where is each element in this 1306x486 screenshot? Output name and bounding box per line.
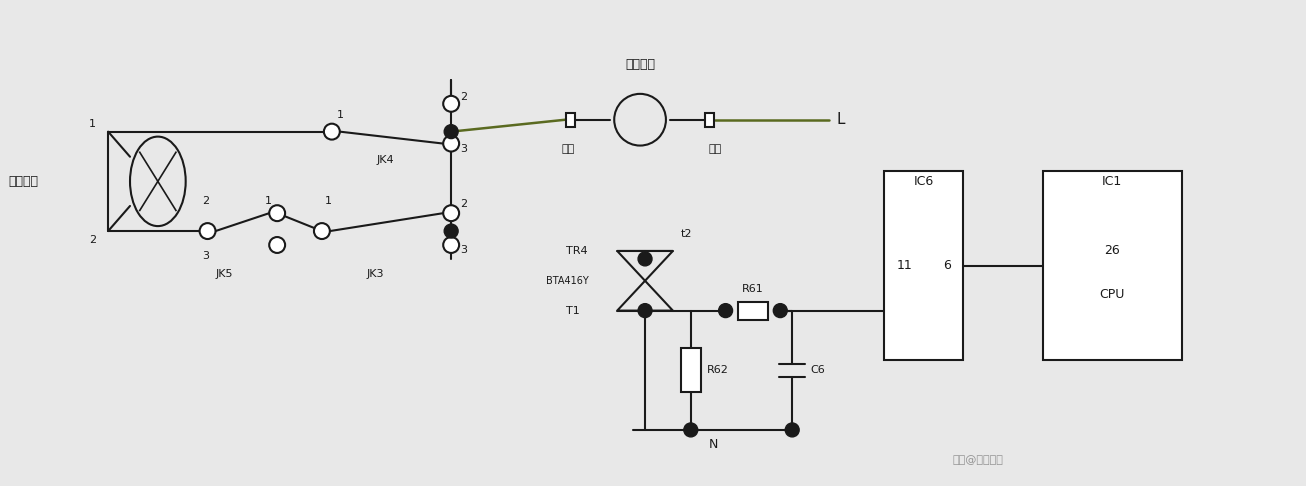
- FancyBboxPatch shape: [884, 172, 964, 360]
- Circle shape: [443, 237, 460, 253]
- Text: 电刷: 电刷: [708, 143, 721, 154]
- Text: 11: 11: [897, 260, 913, 272]
- Circle shape: [313, 223, 330, 239]
- Text: 1: 1: [337, 110, 343, 120]
- Text: 头条@维修人家: 头条@维修人家: [952, 455, 1003, 465]
- Text: 26: 26: [1105, 244, 1121, 257]
- FancyBboxPatch shape: [565, 113, 575, 127]
- FancyBboxPatch shape: [1042, 172, 1182, 360]
- Text: CPU: CPU: [1100, 288, 1124, 301]
- Text: 2: 2: [89, 235, 97, 245]
- Circle shape: [269, 205, 285, 221]
- Text: R62: R62: [707, 365, 729, 375]
- Text: BTA416Y: BTA416Y: [546, 276, 589, 286]
- Circle shape: [639, 252, 652, 266]
- Text: JK3: JK3: [367, 269, 384, 279]
- Text: 2: 2: [460, 199, 468, 209]
- Text: 2: 2: [202, 196, 210, 206]
- Text: 3: 3: [460, 245, 468, 255]
- Circle shape: [773, 304, 788, 317]
- Text: R61: R61: [742, 284, 764, 294]
- Circle shape: [718, 304, 733, 317]
- Circle shape: [269, 237, 285, 253]
- Text: N: N: [708, 438, 718, 451]
- Text: TR4: TR4: [565, 246, 588, 256]
- Text: 3: 3: [202, 251, 209, 261]
- Circle shape: [444, 224, 458, 238]
- Circle shape: [444, 125, 458, 139]
- Circle shape: [639, 304, 652, 317]
- Text: L: L: [837, 112, 845, 127]
- Circle shape: [443, 96, 460, 112]
- Circle shape: [684, 423, 697, 437]
- Circle shape: [785, 423, 799, 437]
- Text: JK4: JK4: [376, 156, 394, 165]
- Text: 电刷: 电刷: [562, 143, 575, 154]
- Text: JK5: JK5: [215, 269, 232, 279]
- Text: C6: C6: [810, 365, 825, 375]
- Text: 1: 1: [325, 196, 332, 206]
- Circle shape: [324, 123, 340, 139]
- Text: T1: T1: [565, 306, 580, 315]
- Text: 1: 1: [265, 196, 272, 206]
- Circle shape: [443, 136, 460, 152]
- FancyBboxPatch shape: [680, 348, 701, 392]
- Text: 转子绕组: 转子绕组: [626, 58, 656, 71]
- Text: 定子绕组: 定子绕组: [9, 175, 39, 188]
- Text: IC1: IC1: [1102, 175, 1122, 189]
- Text: 3: 3: [460, 143, 468, 154]
- Text: IC6: IC6: [913, 175, 934, 189]
- FancyBboxPatch shape: [738, 302, 768, 320]
- Text: 6: 6: [943, 260, 951, 272]
- Text: 1: 1: [89, 119, 97, 129]
- Circle shape: [443, 205, 460, 221]
- FancyBboxPatch shape: [705, 113, 714, 127]
- Text: t2: t2: [680, 229, 692, 239]
- Text: 2: 2: [460, 92, 468, 102]
- Circle shape: [200, 223, 215, 239]
